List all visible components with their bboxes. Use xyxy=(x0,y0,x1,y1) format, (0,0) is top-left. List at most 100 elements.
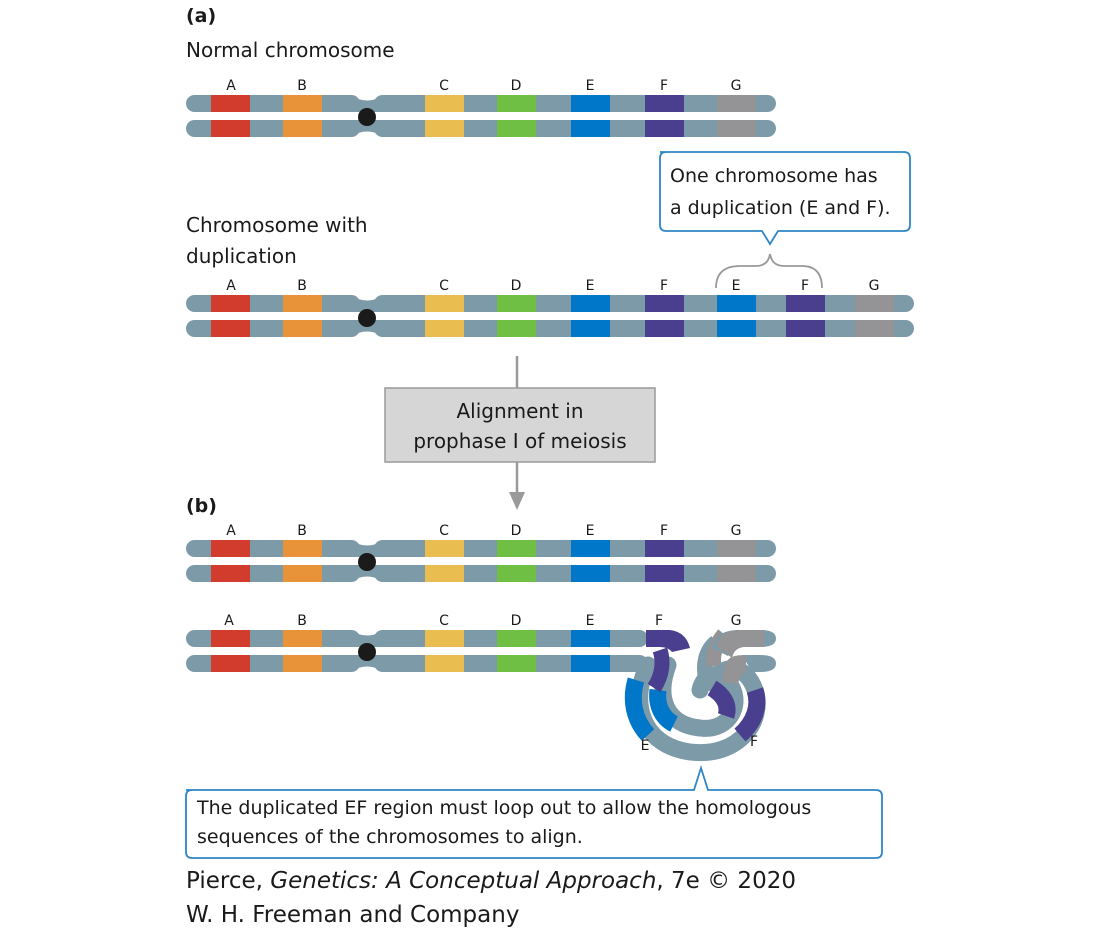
gene-band-B xyxy=(283,540,322,582)
gene-label: C xyxy=(439,613,449,629)
gene-label: C xyxy=(439,523,449,539)
gene-label: G xyxy=(869,278,880,294)
gene-label: F xyxy=(660,278,668,294)
gene-label: E xyxy=(586,613,595,629)
callout-text-line1: One chromosome has xyxy=(670,165,878,187)
gene-band-E xyxy=(571,540,610,582)
gene-band-F xyxy=(645,540,684,582)
centromere xyxy=(358,108,376,126)
gene-label: B xyxy=(297,278,307,294)
chromatid-tail-lower xyxy=(742,655,776,672)
part-a-label: (a) xyxy=(186,5,216,27)
down-arrow-head-icon xyxy=(509,492,525,510)
looped-gene-labels: A B C D E F G E F xyxy=(224,613,758,754)
duplicated-chromosome xyxy=(186,295,914,337)
credit-line1: Pierce, Genetics: A Conceptual Approach,… xyxy=(186,868,796,894)
gene-label: F xyxy=(660,78,668,94)
gene-label: C xyxy=(439,278,449,294)
gene-band-B xyxy=(283,95,322,137)
gene-label: B xyxy=(297,78,307,94)
process-box-line2: prophase I of meiosis xyxy=(413,429,626,453)
duplication-bracket xyxy=(715,253,823,289)
gene-band-C xyxy=(425,540,464,582)
gene-band-F xyxy=(645,295,684,337)
loop-callout: The duplicated EF region must loop out t… xyxy=(185,765,883,859)
gene-label: D xyxy=(511,613,522,629)
duplication-gene-labels: A B C D E F E F G xyxy=(226,278,879,294)
centromere-neck-lower xyxy=(350,655,384,672)
gene-label: E xyxy=(586,523,595,539)
centromere-neck-lower xyxy=(350,120,384,137)
centromere xyxy=(358,553,376,571)
gene-band-A xyxy=(211,540,250,582)
centromere-neck-upper xyxy=(350,630,384,647)
gene-band-A xyxy=(211,295,250,337)
gene-band-E xyxy=(571,630,610,672)
gene-label: F xyxy=(660,523,668,539)
process-box-line1: Alignment in xyxy=(456,399,583,423)
aligned-top-gene-labels: A B C D E F G xyxy=(226,523,741,539)
gene-label: E xyxy=(732,278,741,294)
credit-edition: , 7e © 2020 xyxy=(656,868,796,894)
gene-label: G xyxy=(731,523,742,539)
centromere-neck-lower xyxy=(350,565,384,582)
gene-band-D xyxy=(497,630,536,672)
gene-band-E xyxy=(571,95,610,137)
loop-band-F-inner xyxy=(707,680,736,719)
gene-label: E xyxy=(586,278,595,294)
gene-band-G xyxy=(717,540,756,582)
normal-chromosome-title: Normal chromosome xyxy=(186,38,395,62)
gene-label: D xyxy=(511,78,522,94)
gene-band-F-bend xyxy=(646,630,690,652)
loop-band-E-outer xyxy=(624,677,655,741)
gene-label: G xyxy=(731,613,742,629)
gene-label: G xyxy=(731,78,742,94)
gene-label: B xyxy=(297,523,307,539)
gene-label: A xyxy=(226,523,236,539)
gene-label: F xyxy=(655,613,663,629)
part-b-label: (b) xyxy=(186,495,217,517)
gene-label: A xyxy=(226,78,236,94)
duplication-loop xyxy=(624,629,766,762)
callout-text-line2: a duplication (E and F). xyxy=(670,197,891,219)
centromere xyxy=(358,309,376,327)
gene-band-A xyxy=(211,630,250,672)
credit-author: Pierce, xyxy=(186,868,271,894)
normal-chromosome xyxy=(186,95,776,137)
centromere-neck-upper xyxy=(350,95,384,112)
process-box-frame xyxy=(384,387,656,463)
centromere-neck-lower xyxy=(350,320,384,337)
gene-band-G-bend xyxy=(716,630,764,658)
gene-label: E xyxy=(586,78,595,94)
process-box: Alignment in prophase I of meiosis xyxy=(384,387,656,463)
gene-band-B xyxy=(283,295,322,337)
callout-bubble xyxy=(659,151,911,246)
gene-band-C xyxy=(425,295,464,337)
gene-label: D xyxy=(511,523,522,539)
gene-band-G xyxy=(855,295,894,337)
loop-band-E-inner xyxy=(649,688,679,732)
loop-band-F-outer xyxy=(734,687,766,742)
gene-band-D xyxy=(497,540,536,582)
gene-band-E-duplicate xyxy=(717,295,756,337)
callout-text-line2: sequences of the chromosomes to align. xyxy=(197,826,583,848)
gene-label: C xyxy=(439,78,449,94)
gene-band-F-duplicate xyxy=(786,295,825,337)
loop-label-F: F xyxy=(750,734,758,750)
duplication-chromosome-title-line1: Chromosome with xyxy=(186,213,368,237)
gene-band-A xyxy=(211,95,250,137)
credit-book-title: Genetics: A Conceptual Approach xyxy=(270,868,657,894)
loop-band-F-entry xyxy=(647,647,670,693)
gene-band-C xyxy=(425,95,464,137)
gene-label: A xyxy=(224,613,234,629)
duplication-callout: One chromosome has a duplication (E and … xyxy=(659,151,911,246)
looped-duplication-chromosome xyxy=(186,629,776,762)
normal-gene-labels: A B C D E F G xyxy=(226,78,741,94)
gene-label: F xyxy=(801,278,809,294)
gene-label: A xyxy=(226,278,236,294)
gene-band-D xyxy=(497,295,536,337)
gene-band-G xyxy=(717,95,756,137)
gene-band-F xyxy=(645,95,684,137)
